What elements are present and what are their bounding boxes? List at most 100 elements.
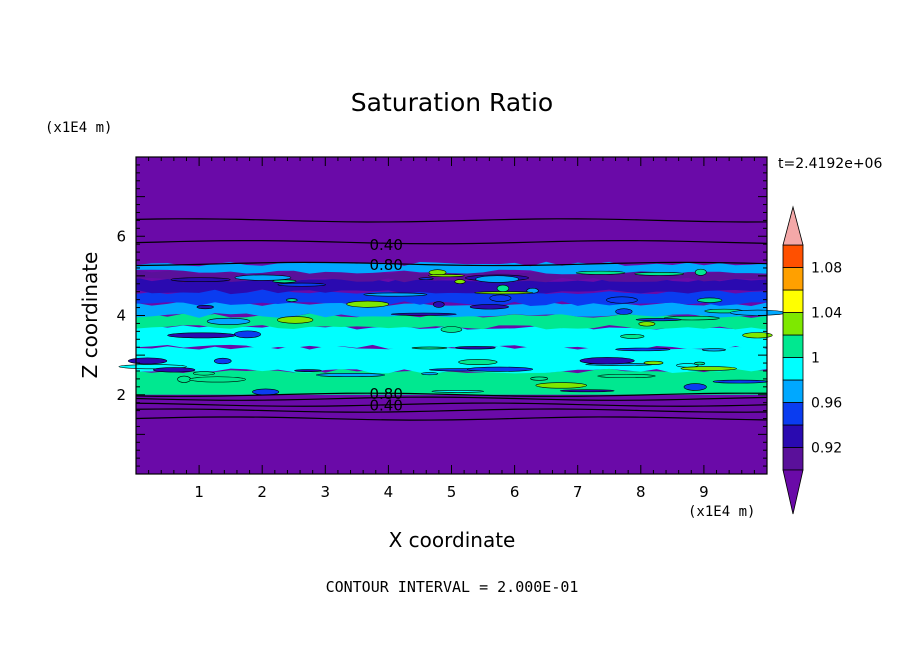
- colorbar-under-arrow: [782, 469, 804, 515]
- chart-title: Saturation Ratio: [350, 88, 554, 117]
- speckle-1: [233, 330, 261, 339]
- colorbar-segment-8: [782, 267, 804, 291]
- speckle-19: [489, 294, 512, 302]
- speckle-35: [252, 388, 280, 396]
- speckle-45: [635, 318, 682, 322]
- speckle-7: [458, 359, 498, 366]
- y-axis-label: Z coordinate: [78, 251, 102, 379]
- speckle-43: [455, 346, 496, 350]
- speckle-69: [196, 304, 214, 310]
- contour-labels: 0.400.800.800.40: [369, 236, 402, 414]
- speckle-10: [213, 357, 232, 365]
- contour-line-7: [135, 218, 768, 223]
- contour-line-4: [135, 392, 768, 397]
- plot-area: [118, 157, 786, 474]
- speckle-61: [363, 292, 428, 297]
- colorbar-segment-3: [782, 379, 804, 403]
- speckle-32: [474, 291, 534, 295]
- x-tick-label: 6: [510, 483, 520, 501]
- contour-line-2: [135, 402, 768, 407]
- speckle-66: [730, 309, 786, 316]
- speckle-29: [712, 379, 768, 384]
- speckle-68: [575, 270, 626, 275]
- speckle-40: [615, 308, 633, 315]
- contour-line-0: [135, 416, 768, 421]
- x-tick-label: 9: [699, 483, 709, 501]
- time-label: t=2.4192e+06: [778, 156, 883, 172]
- x-tick-label: 2: [257, 483, 267, 501]
- speckle-46: [294, 369, 322, 372]
- colorbar-segment-6: [782, 312, 804, 336]
- speckle-18: [418, 277, 434, 281]
- contour-line-3: [135, 396, 768, 401]
- speckle-23: [346, 300, 390, 308]
- speckle-11: [428, 274, 465, 278]
- contour-line-1: [135, 408, 768, 413]
- colorbar-tick-label: 0.96: [811, 396, 842, 412]
- colorbar-tick-label: 1: [811, 351, 820, 367]
- band-2: [136, 345, 767, 374]
- contour-label-1: 0.80: [369, 256, 402, 274]
- colorbar-segment-9: [782, 244, 804, 268]
- colorbar-segment-2: [782, 402, 804, 426]
- y-tick-label: 4: [116, 307, 126, 325]
- speckle-39: [277, 282, 326, 287]
- speckle-13: [620, 334, 645, 339]
- x-axis-units: (x1E4 m): [688, 504, 756, 520]
- speckle-49: [152, 367, 196, 373]
- speckle-30: [206, 317, 251, 325]
- colorbar-segment-0: [782, 447, 804, 471]
- speckle-63: [615, 347, 671, 352]
- contour-interval-note: CONTOUR INTERVAL = 2.000E-01: [325, 578, 579, 596]
- x-tick-label: 8: [636, 483, 646, 501]
- band-9: [136, 261, 767, 275]
- speckle-34: [643, 360, 664, 365]
- speckle-55: [189, 376, 246, 383]
- colorbar: 1.08 1.04 1 0.96 0.92: [782, 205, 842, 515]
- speckle-4: [701, 348, 726, 352]
- x-tick-label: 3: [321, 483, 331, 501]
- speckle-31: [411, 346, 448, 350]
- speckle-56: [440, 326, 463, 333]
- speckle-15: [127, 357, 168, 365]
- x-tick-label: 4: [384, 483, 394, 501]
- speckle-22: [683, 383, 707, 391]
- x-tick-label: 5: [447, 483, 457, 501]
- contour-label-0: 0.40: [369, 236, 402, 254]
- contour-line-5: [135, 261, 768, 267]
- speckle-12: [170, 277, 231, 282]
- speckle-21: [431, 389, 484, 393]
- y-tick-label: 6: [116, 227, 126, 245]
- speckle-37: [694, 268, 707, 276]
- contour-lines: [135, 218, 768, 421]
- band-3: [136, 325, 767, 350]
- x-tick-label: 1: [194, 483, 204, 501]
- speckle-59: [167, 332, 237, 339]
- colorbar-segment-5: [782, 334, 804, 358]
- speckle-60: [433, 301, 445, 308]
- colorbar-segment-4: [782, 357, 804, 381]
- speckle-33: [421, 372, 439, 376]
- colorbar-over-arrow: [782, 205, 804, 246]
- x-axis-label-text: X coordinate: [388, 528, 516, 552]
- colorbar-tick-label: 0.92: [811, 441, 842, 457]
- speckle-48: [192, 371, 215, 376]
- speckle-26: [286, 298, 298, 302]
- colorbar-segment-7: [782, 289, 804, 313]
- speckle-6: [454, 279, 466, 284]
- speckle-67: [475, 275, 520, 283]
- speckle-64: [559, 389, 615, 393]
- speckle-58: [466, 366, 534, 372]
- speckle-42: [680, 366, 737, 371]
- speckle-54: [177, 375, 191, 383]
- colorbar-segment-1: [782, 424, 804, 448]
- speckle-3: [535, 382, 587, 389]
- speckle-44: [693, 361, 706, 366]
- band-5: [136, 301, 767, 318]
- colorbar-tick-label: 1.08: [811, 261, 842, 277]
- speckle-47: [316, 372, 385, 378]
- x-tick-label: 7: [573, 483, 583, 501]
- speckle-25: [496, 284, 510, 293]
- speckle-52: [742, 332, 773, 339]
